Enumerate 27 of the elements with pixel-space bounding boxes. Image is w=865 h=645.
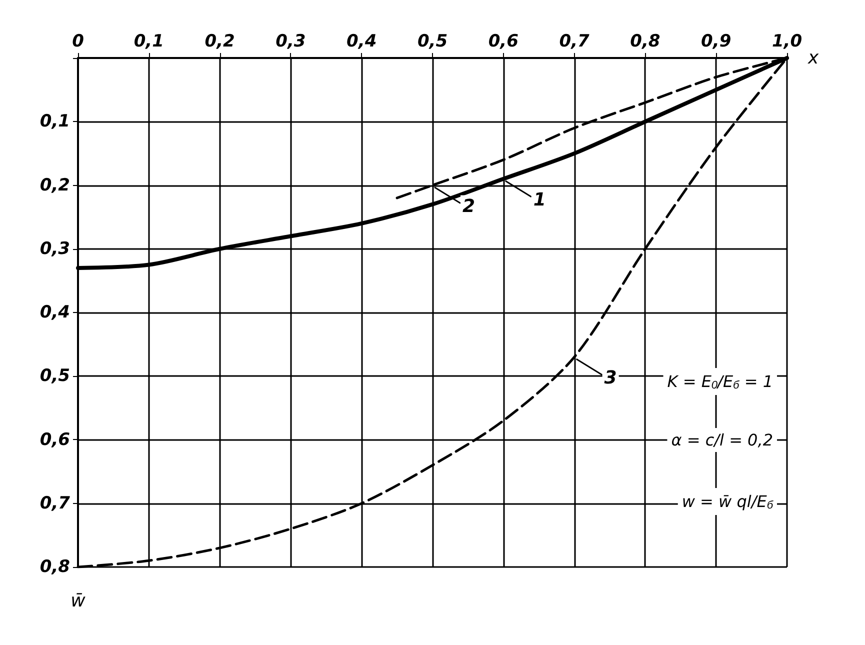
- y-tick-label: 0,7: [40, 493, 70, 514]
- x-tick-label: 0,5: [417, 32, 448, 52]
- x-tick-label: 1,0: [772, 32, 802, 52]
- annotation: α = c/l = 0,2: [671, 430, 773, 450]
- x-tick-label: 0: [72, 32, 84, 52]
- annotation: 1: [533, 189, 546, 210]
- x-axis-title: x: [806, 48, 819, 68]
- x-tick-label: 0,4: [346, 32, 377, 52]
- x-tick-label: 0,3: [276, 32, 306, 52]
- annotation: 3: [604, 368, 617, 389]
- y-tick-label: 0,5: [40, 366, 70, 386]
- y-tick-label: 0,8: [40, 557, 70, 577]
- x-tick-label: 0,2: [204, 32, 235, 52]
- y-tick-label: 0,3: [40, 238, 70, 259]
- y-axis-title: w̄: [70, 590, 86, 612]
- annotation: w = w̄ ql/Eб: [682, 492, 774, 512]
- x-tick-label: 0,8: [630, 32, 660, 52]
- annotation: K = E0/Eб = 1: [667, 372, 774, 392]
- y-tick-label: 0,2: [40, 175, 70, 196]
- x-tick-label: 0,7: [559, 32, 590, 52]
- y-tick-label: 0,1: [40, 112, 70, 132]
- annotation: 2: [462, 196, 476, 217]
- x-tick-label: 0,9: [701, 32, 732, 52]
- x-tick-label: 0,1: [134, 32, 164, 52]
- y-tick-label: 0,6: [40, 430, 70, 450]
- x-tick-label: 0,6: [488, 32, 519, 52]
- y-tick-label: 0,4: [40, 302, 70, 322]
